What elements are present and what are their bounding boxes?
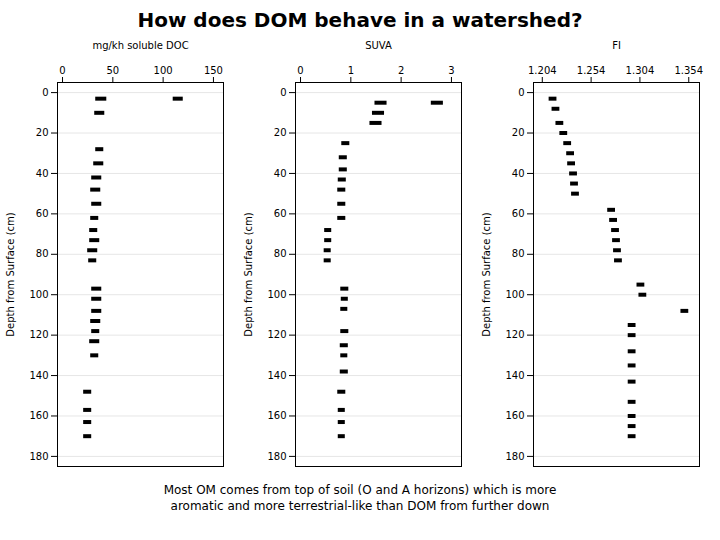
svg-text:120: 120	[267, 329, 286, 340]
svg-text:Depth from Surface (cm): Depth from Surface (cm)	[243, 212, 254, 337]
svg-text:20: 20	[274, 127, 287, 138]
svg-text:Depth from Surface (cm): Depth from Surface (cm)	[481, 212, 492, 337]
svg-text:140: 140	[267, 370, 286, 381]
svg-text:180: 180	[505, 451, 524, 462]
svg-text:50: 50	[106, 65, 119, 76]
svg-text:0: 0	[280, 87, 286, 98]
svg-text:100: 100	[505, 289, 524, 300]
svg-text:0: 0	[518, 87, 524, 98]
svg-text:60: 60	[274, 208, 287, 219]
svg-text:40: 40	[36, 168, 49, 179]
svg-text:150: 150	[204, 65, 223, 76]
svg-text:20: 20	[36, 127, 49, 138]
svg-text:140: 140	[505, 370, 524, 381]
svg-text:140: 140	[29, 370, 48, 381]
svg-text:1.254: 1.254	[577, 65, 606, 76]
svg-text:160: 160	[267, 410, 286, 421]
svg-text:180: 180	[267, 451, 286, 462]
svg-text:160: 160	[505, 410, 524, 421]
svg-text:20: 20	[512, 127, 525, 138]
html-text:How does DOM behave in a water: How does DOM behave in a watershed?	[137, 8, 583, 32]
svg-text:120: 120	[29, 329, 48, 340]
svg-text:0: 0	[297, 65, 303, 76]
svg-text:1.304: 1.304	[626, 65, 655, 76]
svg-text:80: 80	[274, 248, 287, 259]
svg-text:100: 100	[154, 65, 173, 76]
svg-text:40: 40	[512, 168, 525, 179]
svg-text:80: 80	[512, 248, 525, 259]
svg-text:0: 0	[42, 87, 48, 98]
svg-text:3: 3	[448, 65, 454, 76]
svg-text:1.354: 1.354	[674, 65, 703, 76]
svg-text:Depth from Surface (cm): Depth from Surface (cm)	[5, 212, 16, 337]
svg-text:60: 60	[36, 208, 49, 219]
svg-text:160: 160	[29, 410, 48, 421]
svg-text:2: 2	[398, 65, 404, 76]
svg-text:SUVA: SUVA	[365, 40, 392, 51]
svg-text:40: 40	[274, 168, 287, 179]
svg-text:60: 60	[512, 208, 525, 219]
html-text:Most OM comes from top of soil: Most OM comes from top of soil (O and A …	[163, 483, 557, 514]
svg-text:120: 120	[505, 329, 524, 340]
svg-text:80: 80	[36, 248, 49, 259]
svg-text:180: 180	[29, 451, 48, 462]
svg-text:mg/kh soluble DOC: mg/kh soluble DOC	[92, 40, 188, 51]
svg-text:1.204: 1.204	[528, 65, 557, 76]
svg-text:0: 0	[59, 65, 65, 76]
svg-text:1: 1	[348, 65, 354, 76]
svg-text:FI: FI	[612, 40, 621, 51]
svg-text:100: 100	[267, 289, 286, 300]
svg-text:100: 100	[29, 289, 48, 300]
